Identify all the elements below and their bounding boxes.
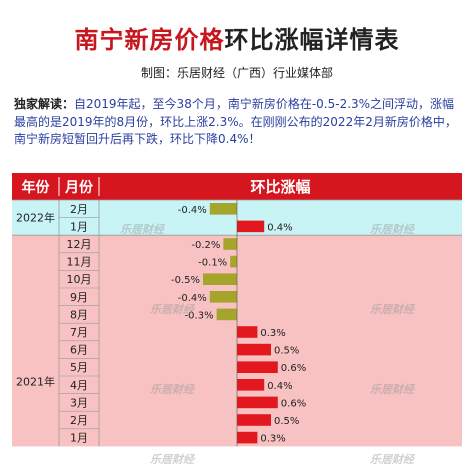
bar-label: 0.3% — [260, 434, 285, 445]
bar-label: -0.5% — [171, 275, 200, 286]
bar-label: -0.3% — [185, 310, 214, 321]
bar — [203, 273, 237, 285]
bar — [237, 379, 265, 391]
watermark-text: 乐居财经 — [150, 453, 196, 466]
watermark-text: 乐居财经 — [370, 453, 416, 466]
bar — [237, 326, 258, 338]
bar-label: 0.5% — [274, 346, 299, 357]
watermark-text: 乐居财经 — [150, 383, 196, 396]
watermark-text: 乐居财经 — [370, 303, 416, 316]
month-label: 3月 — [70, 396, 88, 409]
bar — [237, 414, 271, 426]
bar — [237, 396, 278, 409]
month-label: 8月 — [70, 308, 88, 321]
chart-svg: 年份 月份 环比涨幅 2022年 2月 -0.4% 1月 0.4% 2021年 12月 -0.2% 1… — [12, 173, 462, 466]
watermark-text: 乐居财经 — [120, 223, 166, 236]
bar-label: -0.4% — [178, 293, 207, 304]
month-label: 1月 — [70, 220, 88, 233]
bar-label: 0.6% — [281, 398, 306, 409]
bar — [237, 343, 271, 356]
chart-table: 年份 月份 环比涨幅 2022年 2月 -0.4% 1月 0.4% 2021年 12月 -0.2% 1… — [12, 173, 462, 472]
watermark-text: 乐居财经 — [370, 223, 416, 236]
watermark-text: 乐居财经 — [370, 383, 416, 396]
intro-label: 独家解读： — [14, 97, 75, 111]
month-label: 2月 — [70, 203, 88, 216]
bar-label: -0.1% — [198, 258, 227, 269]
year-label: 2022年 — [16, 211, 55, 225]
title-part2: 环比涨幅详情表 — [224, 26, 400, 54]
bar — [209, 203, 237, 215]
bar — [209, 291, 237, 303]
bar-label: 0.4% — [267, 381, 292, 392]
month-label: 4月 — [70, 379, 88, 392]
bar-label: 0.5% — [274, 416, 299, 427]
title-part1: 南宁新房价格 — [74, 26, 225, 54]
intro-paragraph: 独家解读：自2019年起，至今38个月，南宁新房价格在-0.5-2.3%之间浮动… — [14, 96, 462, 149]
header-label: 月份 — [64, 179, 94, 196]
bar — [230, 255, 237, 268]
month-label: 9月 — [70, 291, 88, 304]
header-label: 年份 — [22, 179, 51, 196]
table-header — [12, 173, 462, 200]
bar — [223, 238, 237, 250]
month-label: 10月 — [67, 273, 92, 286]
intro-text: 自2019年起，至今38个月，南宁新房价格在-0.5-2.3%之间浮动，涨幅最高… — [14, 97, 457, 146]
month-label: 5月 — [70, 361, 88, 374]
bar-label: -0.2% — [191, 240, 220, 251]
page-subtitle: 制图：乐居财经（广西）行业媒体部 — [140, 66, 333, 80]
month-label: 7月 — [70, 326, 88, 339]
month-label: 11月 — [67, 256, 92, 269]
year-label: 2021年 — [16, 374, 55, 388]
bar-label: -0.4% — [178, 205, 207, 216]
month-label: 1月 — [70, 432, 88, 445]
watermark-text: 乐居财经 — [150, 303, 196, 316]
bar-label: 0.3% — [260, 328, 285, 339]
bar-label: 0.6% — [281, 363, 306, 374]
header-label: 环比涨幅 — [250, 178, 310, 196]
page-title: 南宁新房价格环比涨幅详情表 — [0, 20, 474, 55]
bar — [237, 431, 258, 444]
month-label: 2月 — [70, 414, 88, 427]
bar-label: 0.4% — [267, 222, 292, 233]
bar — [237, 220, 265, 233]
bar — [216, 308, 237, 321]
bar — [237, 361, 278, 373]
month-label: 12月 — [67, 238, 92, 251]
month-label: 6月 — [70, 344, 88, 357]
